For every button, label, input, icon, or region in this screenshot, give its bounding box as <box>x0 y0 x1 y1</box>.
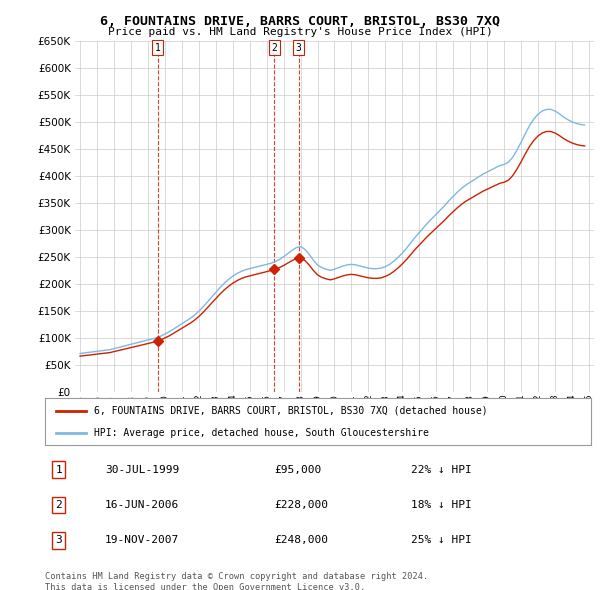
Text: 3: 3 <box>55 536 62 545</box>
Text: 30-JUL-1999: 30-JUL-1999 <box>105 465 179 474</box>
Text: 2: 2 <box>55 500 62 510</box>
Text: 2: 2 <box>272 43 277 53</box>
Text: HPI: Average price, detached house, South Gloucestershire: HPI: Average price, detached house, Sout… <box>94 428 429 438</box>
Text: 18% ↓ HPI: 18% ↓ HPI <box>411 500 472 510</box>
Text: £95,000: £95,000 <box>274 465 322 474</box>
Text: 16-JUN-2006: 16-JUN-2006 <box>105 500 179 510</box>
Text: 25% ↓ HPI: 25% ↓ HPI <box>411 536 472 545</box>
Text: 19-NOV-2007: 19-NOV-2007 <box>105 536 179 545</box>
Text: £228,000: £228,000 <box>274 500 328 510</box>
Text: 6, FOUNTAINS DRIVE, BARRS COURT, BRISTOL, BS30 7XQ: 6, FOUNTAINS DRIVE, BARRS COURT, BRISTOL… <box>100 15 500 28</box>
Text: Contains HM Land Registry data © Crown copyright and database right 2024.: Contains HM Land Registry data © Crown c… <box>45 572 428 581</box>
Text: £248,000: £248,000 <box>274 536 328 545</box>
Text: 6, FOUNTAINS DRIVE, BARRS COURT, BRISTOL, BS30 7XQ (detached house): 6, FOUNTAINS DRIVE, BARRS COURT, BRISTOL… <box>94 406 488 416</box>
Text: 1: 1 <box>155 43 161 53</box>
Text: Price paid vs. HM Land Registry's House Price Index (HPI): Price paid vs. HM Land Registry's House … <box>107 27 493 37</box>
Text: 22% ↓ HPI: 22% ↓ HPI <box>411 465 472 474</box>
Text: 3: 3 <box>296 43 301 53</box>
Text: 1: 1 <box>55 465 62 474</box>
Text: This data is licensed under the Open Government Licence v3.0.: This data is licensed under the Open Gov… <box>45 583 365 590</box>
